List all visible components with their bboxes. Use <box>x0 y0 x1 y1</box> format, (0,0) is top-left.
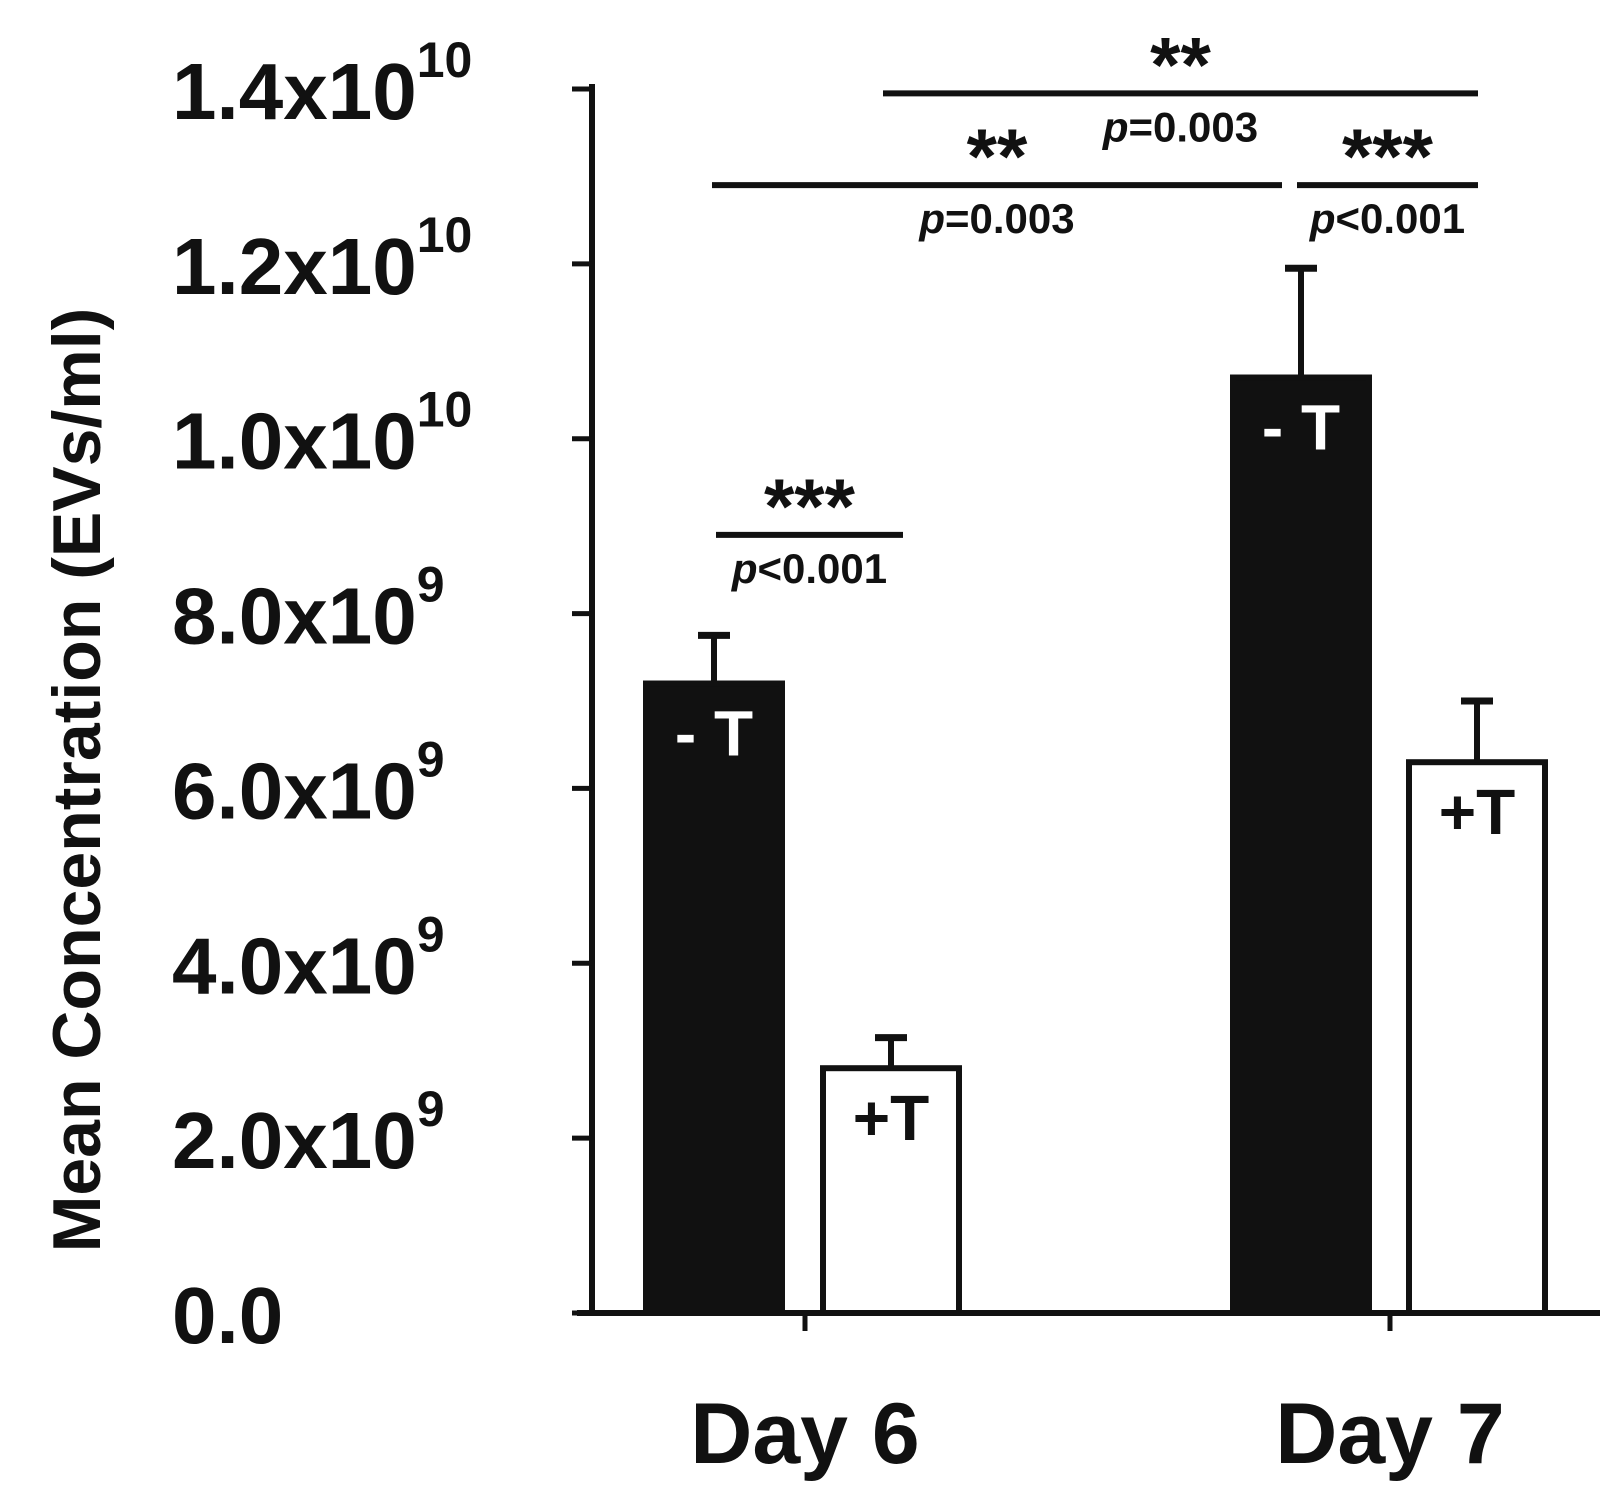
bar-label: - T <box>1262 392 1340 464</box>
y-tick-mantissa: 0.0 <box>172 1271 283 1360</box>
bar-label: - T <box>675 698 753 770</box>
y-tick-label: 2.0x109 <box>172 1081 445 1185</box>
significance-stars: *** <box>1342 112 1434 200</box>
plot-area: 0.02.0x1094.0x1096.0x1098.0x1091.0x10101… <box>172 20 1600 1482</box>
p-value-label: p<0.001 <box>731 545 887 592</box>
p-value: =0.003 <box>945 195 1075 242</box>
bar <box>1230 374 1372 1316</box>
p-symbol: p <box>1102 103 1129 150</box>
p-symbol: p <box>731 545 758 592</box>
y-axis-label: Mean Concentration (EVs/ml) <box>39 308 115 1253</box>
bar-label: +T <box>1439 776 1515 848</box>
bar <box>820 1065 962 1316</box>
y-tick-exponent: 10 <box>417 207 473 263</box>
p-value-label: p<0.001 <box>1309 195 1465 242</box>
y-tick-mantissa: 1.4x10 <box>172 47 417 136</box>
y-tick-exponent: 9 <box>417 731 445 787</box>
bar <box>643 680 785 1316</box>
y-tick-mantissa: 1.2x10 <box>172 222 417 311</box>
y-tick-exponent: 10 <box>417 382 473 438</box>
y-tick-label: 4.0x109 <box>172 906 445 1010</box>
x-tick-label: Day 7 <box>1275 1386 1505 1482</box>
y-tick-label: 1.0x1010 <box>172 382 472 486</box>
y-tick-mantissa: 6.0x10 <box>172 746 417 835</box>
y-tick-label: 0.0 <box>172 1271 283 1360</box>
p-symbol: p <box>918 195 945 242</box>
p-symbol: p <box>1309 195 1336 242</box>
y-tick-label: 1.4x1010 <box>172 32 472 136</box>
y-tick-label: 1.2x1010 <box>172 207 472 311</box>
significance-stars: ** <box>1150 20 1211 108</box>
p-value-label: p=0.003 <box>1102 103 1258 150</box>
p-value-label: p=0.003 <box>918 195 1074 242</box>
p-value: <0.001 <box>1336 195 1466 242</box>
y-tick-mantissa: 1.0x10 <box>172 397 417 486</box>
y-tick-mantissa: 8.0x10 <box>172 572 417 661</box>
x-tick-label: Day 6 <box>690 1386 920 1482</box>
significance-stars: ** <box>967 112 1028 200</box>
y-tick-exponent: 9 <box>417 557 445 613</box>
significance-stars: *** <box>764 462 856 550</box>
y-tick-exponent: 9 <box>417 1081 445 1137</box>
y-tick-exponent: 10 <box>417 32 473 88</box>
y-tick-mantissa: 4.0x10 <box>172 921 417 1010</box>
p-value: =0.003 <box>1129 103 1259 150</box>
y-tick-label: 6.0x109 <box>172 731 445 835</box>
y-tick-exponent: 9 <box>417 906 445 962</box>
y-tick-label: 8.0x109 <box>172 557 445 661</box>
p-value: <0.001 <box>758 545 888 592</box>
bar-label: +T <box>853 1082 929 1154</box>
y-tick-mantissa: 2.0x10 <box>172 1096 417 1185</box>
